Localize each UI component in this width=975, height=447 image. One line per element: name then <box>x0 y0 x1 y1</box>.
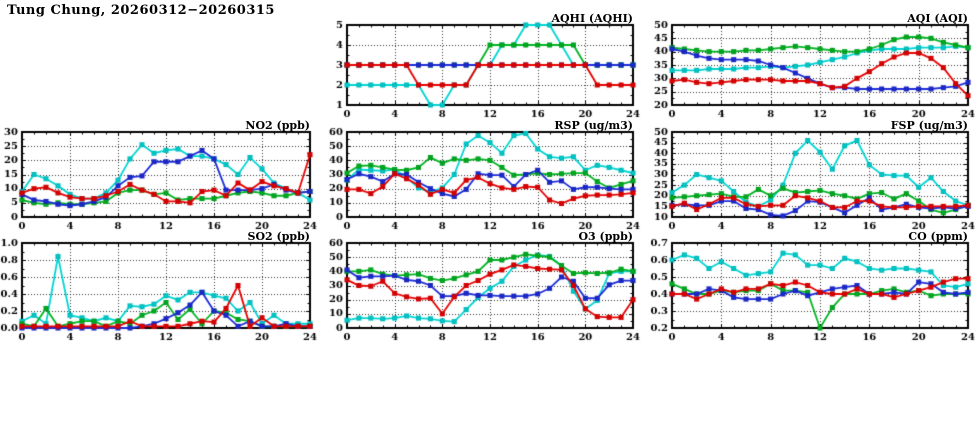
o3-chart-title: O3 (ppb) <box>578 230 633 243</box>
aqi-plot-canvas <box>638 11 975 121</box>
aqi-chart-title: AQI (AQI) <box>907 12 968 25</box>
chart-rsp: RSP (ug/m3) <box>313 118 647 233</box>
chart-o3: O3 (ppb) <box>313 229 647 344</box>
fsp-chart-title: FSP (ug/m3) <box>890 119 968 132</box>
fsp-plot-canvas <box>638 118 975 233</box>
chart-no2: NO2 (ppb) <box>0 118 324 233</box>
aqhi-chart-title: AQHI (AQHI) <box>551 12 633 25</box>
so2-plot-canvas <box>0 229 324 344</box>
o3-plot-canvas <box>313 229 647 344</box>
rsp-plot-canvas <box>313 118 647 233</box>
co-plot-canvas <box>638 229 975 344</box>
chart-aqhi: AQHI (AQHI) <box>313 11 647 121</box>
aqhi-plot-canvas <box>313 11 647 121</box>
chart-fsp: FSP (ug/m3) <box>638 118 975 233</box>
chart-so2: SO2 (ppb) <box>0 229 324 344</box>
no2-plot-canvas <box>0 118 324 233</box>
so2-chart-title: SO2 (ppb) <box>247 230 311 243</box>
co-chart-title: CO (ppm) <box>908 230 968 243</box>
chart-co: CO (ppm) <box>638 229 975 344</box>
chart-aqi: AQI (AQI) <box>638 11 975 121</box>
rsp-chart-title: RSP (ug/m3) <box>554 119 633 132</box>
no2-chart-title: NO2 (ppb) <box>245 119 310 132</box>
page-title: Tung Chung, 20260312−20260315 <box>7 3 275 18</box>
